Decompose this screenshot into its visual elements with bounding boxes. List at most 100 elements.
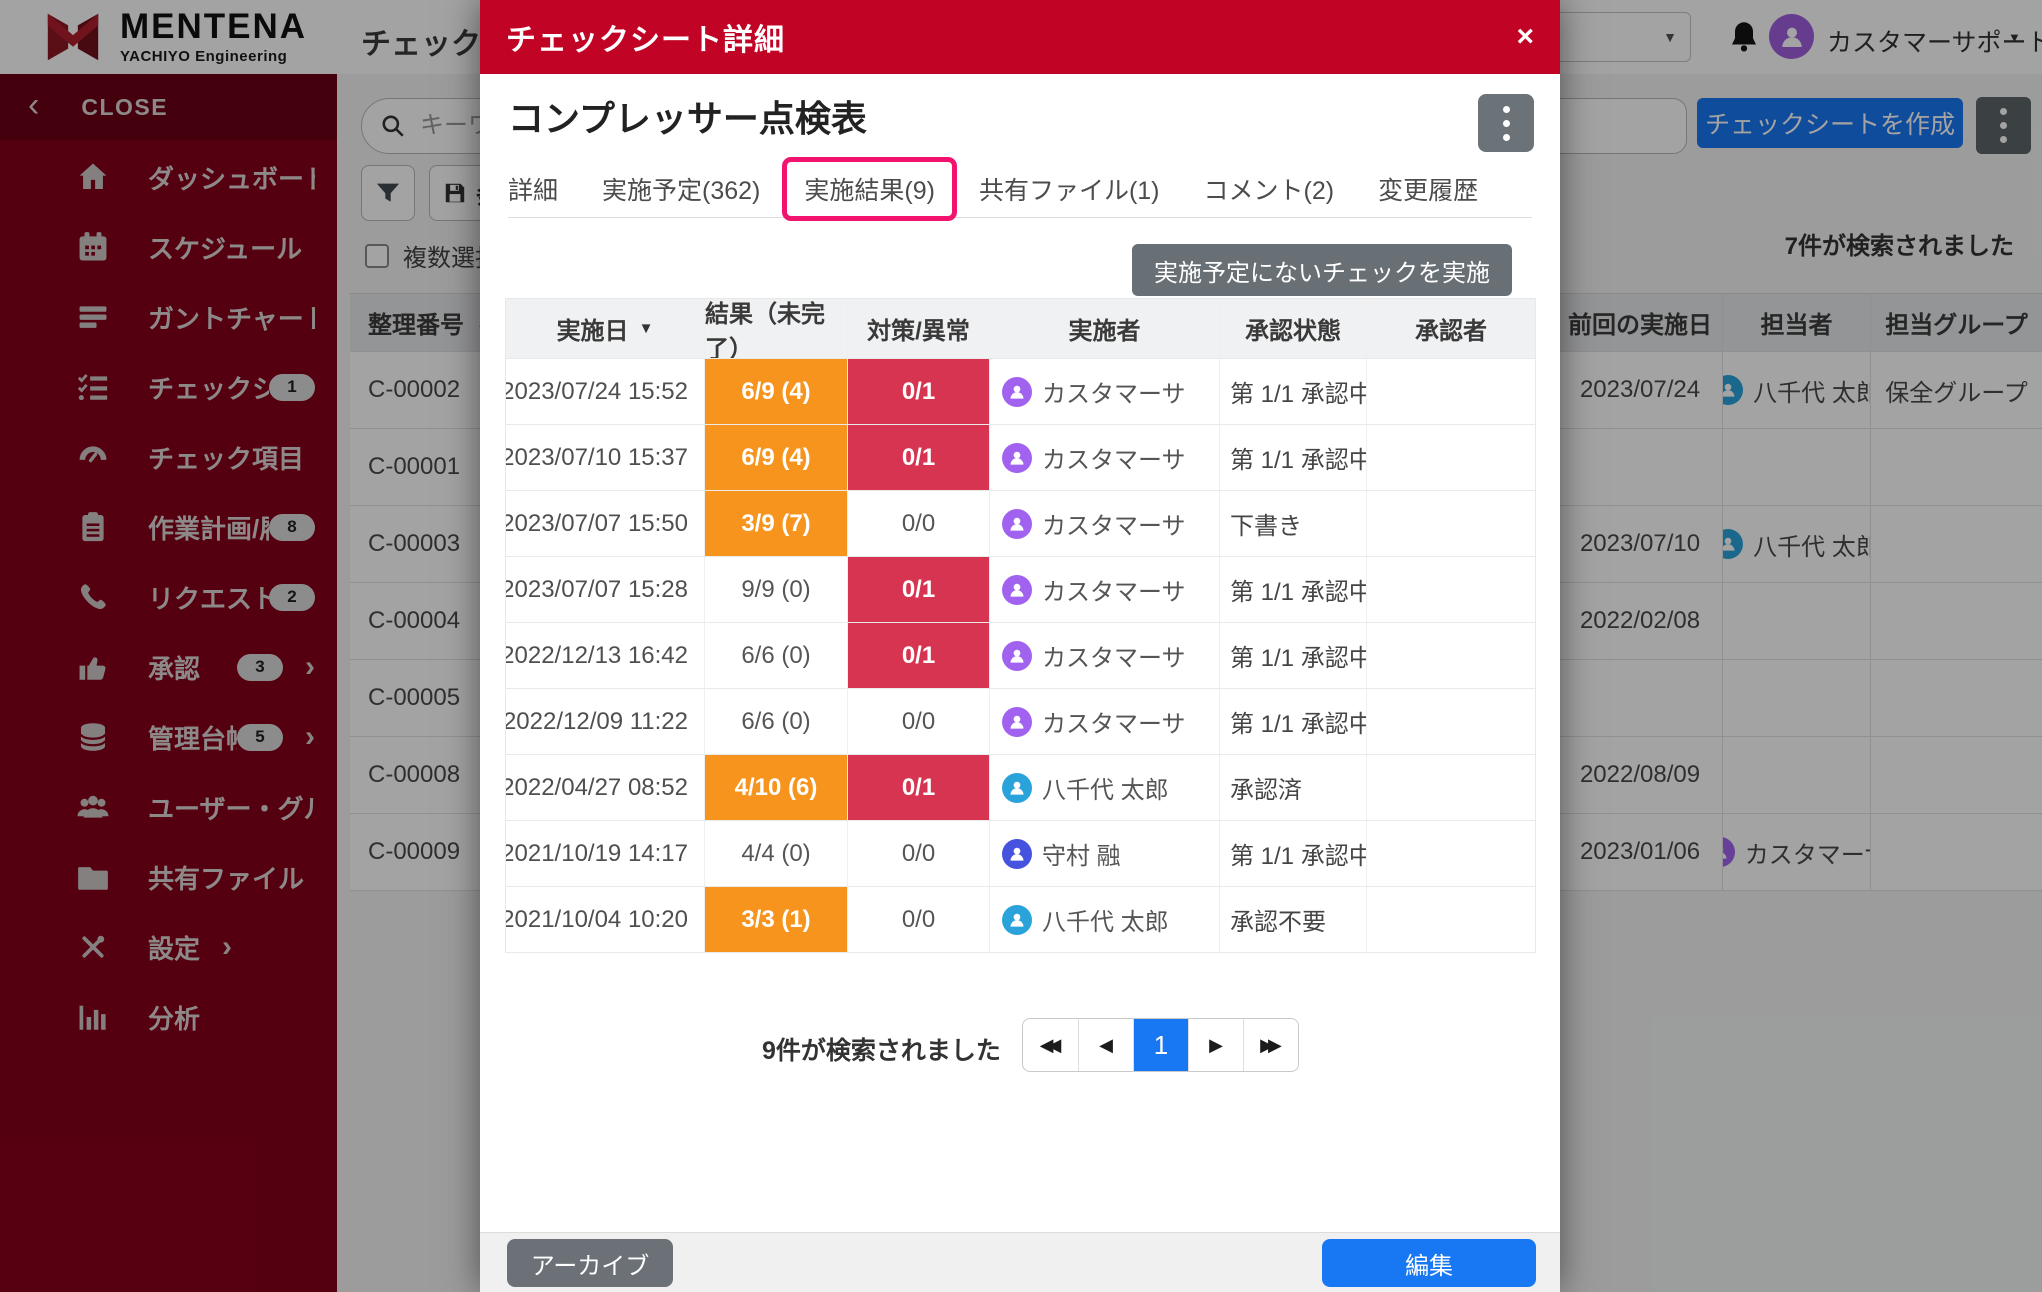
result-row[interactable]: 2022/12/13 16:42 6/6 (0) 0/1 カスタマーサ 第 1/… [506, 623, 1535, 689]
sheet-name: コンプレッサー点検表 [508, 98, 867, 139]
results-table-header: 実施日 ▼ 結果（未完了） 対策/異常 実施者 承認状態 承認者 [506, 299, 1535, 359]
column-group: 担当グループ [1870, 294, 2042, 351]
result-row[interactable]: 2023/07/07 15:28 9/9 (0) 0/1 カスタマーサ 第 1/… [506, 557, 1535, 623]
user-avatar-icon [1002, 772, 1032, 803]
current-page-button[interactable]: 1 [1133, 1019, 1188, 1071]
tab-change-history[interactable]: 変更履歴 [1378, 176, 1479, 205]
sidebar-item-ledger[interactable]: 管理台帳 5 › [0, 702, 337, 772]
sidebar-item-gantt[interactable]: ガントチャート [0, 282, 337, 352]
approval-status: 第 1/1 承認中 [1219, 623, 1366, 688]
result-row[interactable]: 2021/10/19 14:17 4/4 (0) 0/0 守村 融 第 1/1 … [506, 821, 1535, 887]
filter-button[interactable] [361, 165, 415, 221]
approval-status: 下書き [1219, 491, 1366, 556]
result-row[interactable]: 2023/07/24 15:52 6/9 (4) 0/1 カスタマーサ 第 1/… [506, 359, 1535, 425]
first-page-button[interactable]: ◀◀ [1039, 1034, 1062, 1055]
run-unplanned-check-button[interactable]: 実施予定にないチェックを実施 [1132, 244, 1512, 296]
checklist-icon [72, 370, 114, 404]
list-kebab-menu-icon[interactable] [1976, 97, 2031, 154]
prev-page-button[interactable]: ◀ [1078, 1019, 1133, 1071]
search-icon [380, 113, 406, 139]
sidebar-item-approval[interactable]: 承認 3 › [0, 632, 337, 702]
checksheet-detail-modal: チェックシート詳細 × コンプレッサー点検表 詳細 実施予定(362) 実施結果… [480, 0, 1560, 1292]
header-select[interactable]: ▼ [1543, 12, 1691, 62]
brand-name: MENTENA [120, 7, 308, 46]
modal-header: チェックシート詳細 × [480, 0, 1560, 74]
gauge-icon [72, 440, 114, 474]
chevron-left-icon: ‹ [28, 86, 40, 124]
brand-subtitle: YACHIYO Engineering [120, 48, 288, 65]
notification-bell-icon[interactable] [1726, 18, 1762, 56]
sidebar-item-dashboard[interactable]: ダッシュボード [0, 142, 337, 212]
result-row[interactable]: 2022/12/09 11:22 6/6 (0) 0/0 カスタマーサ 第 1/… [506, 689, 1535, 755]
sidebar-badge: 1 [269, 373, 315, 401]
multi-select-checkbox[interactable] [365, 243, 389, 268]
folder-icon [72, 860, 114, 894]
sidebar-item-analytics[interactable]: 分析 [0, 982, 337, 1052]
approver [1366, 887, 1535, 952]
secondary-input[interactable] [1537, 98, 1687, 154]
result-row[interactable]: 2023/07/10 15:37 6/9 (4) 0/1 カスタマーサ 第 1/… [506, 425, 1535, 491]
sidebar-item-checksheet[interactable]: チェックシート 1 [0, 352, 337, 422]
archive-button[interactable]: アーカイブ [507, 1239, 673, 1287]
gantt-bars-icon [72, 300, 114, 334]
tab-results-active[interactable]: 実施結果(9) [782, 156, 957, 221]
column-id: 整理番号 [368, 312, 464, 339]
result-badge: 4/10 (6) [705, 755, 847, 820]
phone-icon [72, 580, 114, 614]
sidebar-item-schedule[interactable]: スケジュール [0, 212, 337, 282]
column-date: 実施日 [556, 318, 629, 345]
column-assignee: 担当者 [1722, 294, 1870, 351]
result-value: 6/6 (0) [704, 689, 847, 754]
sidebar-item-check-items[interactable]: チェック項目 [0, 422, 337, 492]
create-checksheet-button[interactable]: チェックシートを作成 [1697, 98, 1963, 148]
sidebar-item-settings[interactable]: 設定 › [0, 912, 337, 982]
modal-kebab-menu-icon[interactable] [1478, 94, 1534, 152]
brand-logo[interactable]: MENTENA YACHIYO Engineering [42, 9, 307, 65]
list-result-count: 7件が検索されました [1784, 233, 2014, 260]
result-badge: 6/9 (4) [705, 425, 847, 490]
next-page-button[interactable]: ▶ [1188, 1019, 1243, 1071]
sidebar-collapse-button[interactable]: ‹ CLOSE [0, 74, 337, 140]
caret-down-icon: ▼ [1663, 29, 1677, 45]
results-count: 9件が検索されました [762, 1037, 1001, 1065]
close-icon[interactable]: × [1516, 20, 1534, 53]
approval-status: 第 1/1 承認中 [1219, 689, 1366, 754]
edit-button[interactable]: 編集 [1322, 1239, 1536, 1287]
account-menu[interactable]: カスタマーサポート [1827, 29, 2042, 57]
sidebar-item-shared-files[interactable]: 共有ファイル [0, 842, 337, 912]
issue-value: 0/0 [847, 491, 989, 556]
approver [1366, 689, 1535, 754]
users-icon [72, 790, 114, 824]
sidebar-badge: 5 [237, 723, 283, 751]
result-row[interactable]: 2022/04/27 08:52 4/10 (6) 0/1 八千代 太郎 承認済 [506, 755, 1535, 821]
sidebar-item-users-groups[interactable]: ユーザー・グループ情報 [0, 772, 337, 842]
tab-comments[interactable]: コメント(2) [1203, 176, 1335, 205]
approval-status: 承認済 [1219, 755, 1366, 820]
account-avatar[interactable] [1769, 14, 1814, 59]
sidebar-item-work-plan[interactable]: 作業計画/履歴 8 [0, 492, 337, 562]
tab-planned[interactable]: 実施予定(362) [602, 176, 761, 205]
approval-status: 第 1/1 承認中 [1219, 425, 1366, 490]
approver [1366, 491, 1535, 556]
approver [1366, 359, 1535, 424]
user-avatar-icon [1002, 376, 1032, 407]
save-icon [442, 180, 468, 206]
result-row[interactable]: 2021/10/04 10:20 3/3 (1) 0/0 八千代 太郎 承認不要 [506, 887, 1535, 953]
last-page-button[interactable]: ▶▶ [1243, 1019, 1298, 1071]
funnel-icon [374, 179, 402, 207]
result-badge: 3/3 (1) [705, 887, 847, 952]
approval-status: 第 1/1 承認中 [1219, 557, 1366, 622]
calendar-icon [72, 230, 114, 264]
column-worker: 実施者 [989, 299, 1219, 358]
approver [1366, 755, 1535, 820]
tab-details[interactable]: 詳細 [508, 176, 559, 205]
user-avatar-icon [1002, 706, 1032, 737]
result-value: 4/4 (0) [704, 821, 847, 886]
result-row[interactable]: 2023/07/07 15:50 3/9 (7) 0/0 カスタマーサ 下書き [506, 491, 1535, 557]
issue-badge: 0/1 [848, 623, 989, 688]
sidebar-item-request[interactable]: リクエスト 2 [0, 562, 337, 632]
approval-status: 第 1/1 承認中 [1219, 821, 1366, 886]
tab-shared-files[interactable]: 共有ファイル(1) [978, 176, 1160, 205]
sort-desc-icon[interactable]: ▼ [638, 320, 654, 337]
